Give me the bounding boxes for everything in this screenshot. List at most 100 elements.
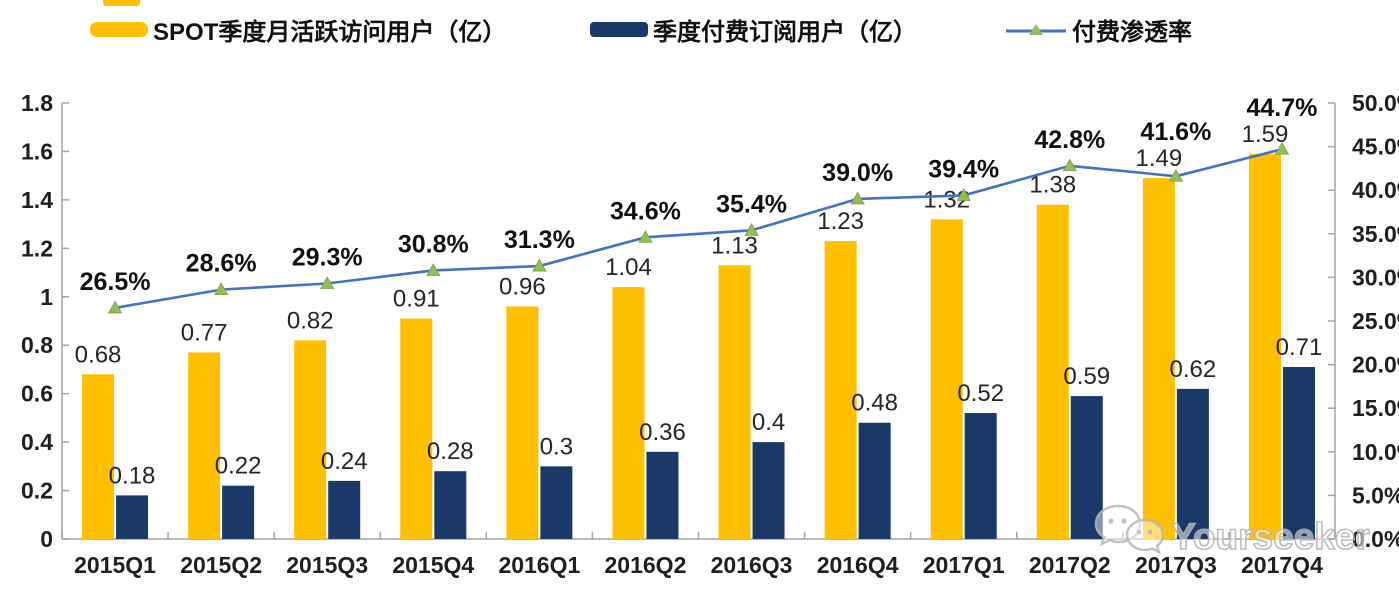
legend-swatch-mau-icon (90, 21, 148, 37)
bar-subscribers-value-label: 0.24 (321, 448, 368, 475)
penetration-marker-triangle-icon (107, 300, 123, 314)
bar-subscribers (116, 495, 149, 539)
penetration-value-label: 42.8% (1034, 126, 1105, 154)
bar-subscribers (540, 466, 573, 539)
penetration-marker-triangle-icon (850, 191, 865, 205)
bar-mau (188, 352, 221, 539)
x-axis-label: 2015Q3 (286, 552, 368, 578)
bar-mau (612, 287, 645, 539)
x-axis-label: 2016Q3 (711, 552, 793, 578)
penetration-marker-triangle-icon (1274, 141, 1290, 155)
bar-mau (718, 265, 751, 539)
x-axis-label: 2016Q2 (605, 552, 687, 578)
bar-subscribers-value-label: 0.48 (851, 390, 898, 417)
bar-subscribers (328, 480, 361, 539)
penetration-marker-triangle-icon (532, 258, 547, 272)
bar-mau-value-label: 0.82 (287, 307, 334, 334)
penetration-line (114, 147, 1283, 310)
penetration-value-label: 31.3% (504, 226, 575, 254)
penetration-value-label: 44.7% (1247, 94, 1318, 122)
left-axis-tick-label: 0.2 (21, 478, 53, 504)
right-axis-tick-label: 5.0% (1352, 482, 1399, 508)
bar-mau-value-label: 0.77 (181, 319, 228, 346)
bar-subscribers-value-label: 0.3 (540, 433, 573, 460)
penetration-marker-triangle-icon (426, 263, 441, 276)
bar-mau (400, 318, 433, 539)
penetration-value-label: 39.0% (822, 159, 893, 187)
bar-subscribers-value-label: 0.28 (427, 438, 474, 465)
bar-mau (1036, 204, 1069, 539)
bar-mau (1248, 153, 1281, 539)
penetration-marker-triangle-icon (956, 188, 971, 201)
left-axis-tick-label: 1 (40, 284, 53, 310)
left-axis-tick-label: 1.4 (21, 187, 53, 213)
bar-subscribers (964, 413, 997, 539)
bar-mau (824, 241, 857, 540)
penetration-value-label: 34.6% (610, 197, 681, 225)
legend-label-penetration: 付费渗透率 (1072, 18, 1192, 46)
bar-mau-value-label: 1.13 (711, 232, 758, 259)
left-axis-tick-label: 0.8 (21, 332, 53, 358)
x-axis-label: 2016Q4 (817, 552, 899, 578)
left-axis-tick-label: 1.2 (21, 235, 53, 261)
x-axis-label: 2016Q1 (498, 552, 580, 578)
left-axis-tick-label: 0.4 (21, 429, 53, 455)
legend-swatch-subscribers-icon (590, 21, 648, 37)
bar-mau-value-label: 1.59 (1242, 121, 1289, 148)
bar-mau-value-label: 0.68 (75, 341, 122, 368)
left-axis-tick-label: 1.6 (21, 138, 53, 164)
legend-label-subscribers: 季度付费订阅用户（亿） (653, 18, 917, 46)
partial-yellow-strip (103, 0, 140, 6)
legend-item-mau: SPOT季度月活跃访问用户（亿） (90, 16, 506, 46)
bar-subscribers-value-label: 0.71 (1276, 334, 1323, 361)
bar-subscribers-value-label: 0.52 (957, 380, 1004, 407)
bar-mau-value-label: 1.04 (605, 254, 652, 281)
x-axis-label: 2017Q1 (923, 552, 1005, 578)
penetration-marker-triangle-icon (744, 222, 759, 236)
penetration-value-label: 39.4% (928, 155, 999, 183)
penetration-marker-triangle-icon (1062, 158, 1077, 172)
right-axis-tick-label: 15.0% (1352, 395, 1399, 421)
bar-subscribers (434, 471, 467, 539)
bar-subscribers (1282, 367, 1315, 539)
penetration-marker-triangle-icon (638, 229, 653, 243)
right-axis-tick-label: 25.0% (1352, 308, 1399, 334)
legend-line-triangle-icon (1005, 19, 1067, 39)
x-axis-label: 2015Q1 (74, 552, 156, 578)
penetration-value-label: 28.6% (186, 250, 257, 278)
x-axis-label: 2015Q2 (180, 552, 262, 578)
bar-mau (506, 306, 539, 539)
legend-item-penetration: 付费渗透率 (1005, 16, 1192, 46)
left-axis-tick-label: 0 (40, 526, 53, 552)
legend-label-mau: SPOT季度月活跃访问用户（亿） (153, 18, 507, 46)
penetration-value-label: 29.3% (292, 244, 363, 272)
right-axis-tick-label: 35.0% (1352, 221, 1399, 247)
legend-item-subscribers: 季度付费订阅用户（亿） (590, 16, 917, 46)
left-axis-tick-label: 1.8 (21, 90, 53, 116)
x-axis-label: 2017Q4 (1241, 552, 1323, 578)
bar-subscribers-value-label: 0.22 (215, 453, 262, 480)
bar-subscribers (1070, 396, 1103, 539)
right-axis-tick-label: 50.0% (1352, 90, 1399, 116)
penetration-value-label: 30.8% (398, 230, 469, 258)
x-axis-label: 2015Q4 (392, 552, 474, 578)
right-axis-tick-label: 0.0% (1352, 526, 1399, 552)
penetration-value-label: 41.6% (1140, 118, 1211, 146)
bar-mau-value-label: 1.49 (1136, 145, 1183, 172)
penetration-value-label: 35.4% (716, 190, 787, 218)
bar-subscribers (1176, 388, 1209, 539)
penetration-marker-triangle-icon (213, 282, 229, 296)
bar-mau (930, 219, 963, 539)
penetration-value-label: 26.5% (80, 268, 151, 296)
penetration-marker-triangle-icon (320, 276, 335, 289)
x-axis-label: 2017Q3 (1135, 552, 1217, 578)
bar-mau (82, 374, 115, 539)
bar-mau (1142, 178, 1175, 540)
right-axis-tick-label: 20.0% (1352, 352, 1399, 378)
right-axis-tick-label: 30.0% (1352, 264, 1399, 290)
left-axis-tick-label: 0.6 (21, 381, 53, 407)
bar-mau-value-label: 1.23 (817, 208, 864, 235)
bar-subscribers-value-label: 0.62 (1170, 356, 1217, 383)
